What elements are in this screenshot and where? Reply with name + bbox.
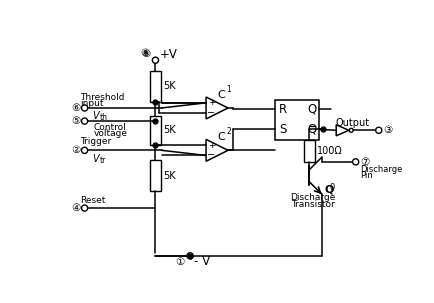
Text: C: C [217,90,225,100]
Text: - V: - V [194,255,210,268]
Text: V: V [92,154,99,164]
Circle shape [352,159,359,165]
Text: voltage: voltage [94,129,128,138]
Text: 2: 2 [226,127,231,136]
Text: ①: ① [175,257,185,267]
Text: Reset: Reset [80,196,105,205]
Text: 5K: 5K [163,171,176,181]
Text: ⑧: ⑧ [140,48,149,58]
Text: S: S [279,123,286,136]
Text: 5K: 5K [163,82,176,92]
Circle shape [349,128,353,132]
Text: ⑧: ⑧ [141,49,150,59]
Text: 100Ω: 100Ω [317,146,343,156]
Bar [275,100,319,140]
Text: V: V [92,112,99,122]
Bar [150,116,161,145]
Circle shape [82,205,88,211]
Text: ⑦: ⑦ [360,157,369,167]
Circle shape [82,105,88,111]
Text: Threshold: Threshold [80,93,125,102]
Text: −: − [207,151,216,161]
Text: th: th [100,114,108,122]
Text: Transistor: Transistor [291,200,335,209]
Text: C: C [217,132,225,142]
Bar [150,71,161,102]
Text: 0: 0 [329,183,335,192]
Text: Q: Q [324,185,333,195]
Text: Control: Control [94,123,127,132]
Text: Discharge: Discharge [360,165,403,174]
Text: Pin: Pin [360,171,373,180]
Circle shape [376,127,382,133]
Text: +V: +V [159,48,177,61]
Bar [304,140,315,162]
Text: 5K: 5K [163,125,176,135]
Text: Trigger: Trigger [80,137,111,145]
Text: tr: tr [100,156,106,165]
Text: Discharge: Discharge [291,193,336,202]
Text: +: + [208,98,215,107]
Circle shape [152,57,158,63]
Text: ⑥: ⑥ [72,103,81,113]
Text: ③: ③ [383,125,393,135]
Circle shape [82,118,88,124]
Text: 1: 1 [226,85,231,94]
Text: Output: Output [335,118,369,128]
Text: R: R [279,103,286,116]
Text: ④: ④ [72,203,81,213]
Text: Q: Q [307,103,316,116]
Circle shape [82,147,88,153]
Bar [150,160,161,191]
Text: input: input [80,99,103,108]
Text: −: − [207,108,216,118]
Text: ⑤: ⑤ [72,116,81,126]
Circle shape [187,253,193,259]
Text: Q: Q [307,123,316,136]
Text: ②: ② [72,145,81,155]
Text: +: + [208,141,215,150]
